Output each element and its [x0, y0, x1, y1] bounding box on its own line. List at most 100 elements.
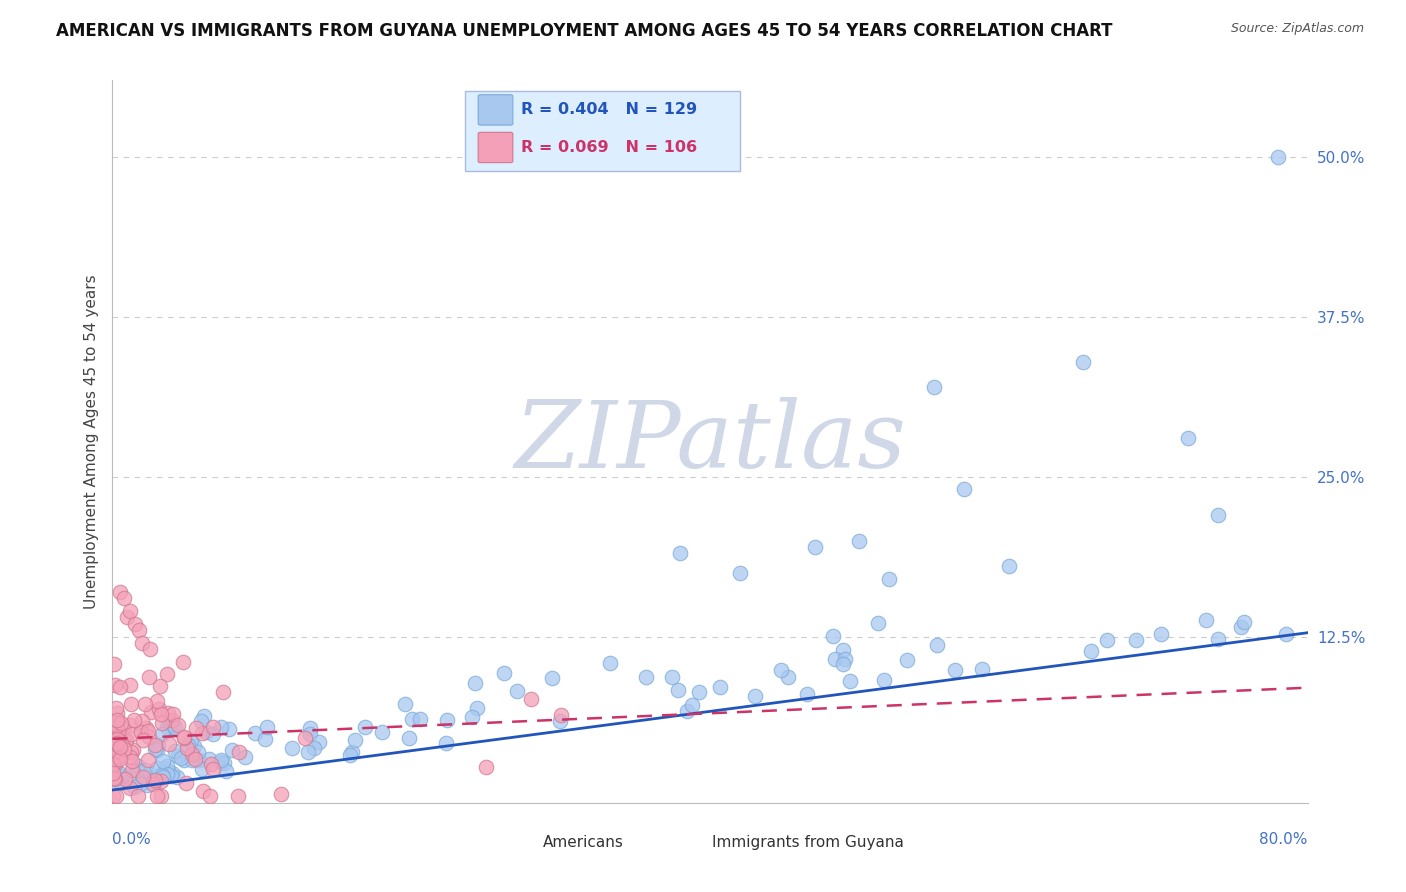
Point [344, 733, 367, 747]
Point [778, 670, 800, 684]
Point [146, 742, 169, 756]
Point [506, 683, 529, 698]
Text: ZIPatlas: ZIPatlas [515, 397, 905, 486]
Point [170, 751, 193, 765]
Point [108, 584, 131, 599]
Point [461, 710, 484, 724]
Text: Immigrants from Guyana: Immigrants from Guyana [713, 835, 904, 850]
Point [1125, 633, 1147, 648]
Point [834, 652, 856, 666]
Point [149, 789, 172, 804]
Point [150, 767, 173, 781]
Point [150, 727, 173, 741]
Point [200, 756, 222, 771]
Point [155, 720, 177, 734]
Point [824, 651, 846, 665]
Point [191, 762, 214, 776]
Point [163, 720, 186, 734]
Point [1150, 626, 1173, 640]
Point [159, 717, 181, 731]
Point [110, 715, 132, 730]
Point [235, 750, 257, 764]
Point [354, 720, 377, 734]
Point [162, 720, 184, 734]
Point [149, 707, 172, 722]
Point [299, 722, 322, 736]
Point [143, 741, 166, 756]
Point [297, 745, 319, 759]
Point [111, 721, 134, 735]
Point [121, 727, 143, 741]
Point [157, 764, 180, 778]
Point [634, 670, 657, 684]
Point [124, 616, 146, 631]
Point [661, 670, 683, 684]
Point [839, 674, 862, 689]
Point [953, 483, 976, 497]
Point [103, 731, 125, 746]
Point [191, 783, 214, 797]
Point [104, 789, 127, 804]
Point [215, 764, 238, 778]
Point [150, 715, 173, 730]
Point [118, 780, 141, 795]
Point [709, 680, 731, 694]
Text: Source: ZipAtlas.com: Source: ZipAtlas.com [1230, 22, 1364, 36]
Point [245, 725, 267, 739]
Point [209, 755, 232, 769]
Point [108, 749, 131, 764]
Text: AMERICAN VS IMMIGRANTS FROM GUYANA UNEMPLOYMENT AMONG AGES 45 TO 54 YEARS CORREL: AMERICAN VS IMMIGRANTS FROM GUYANA UNEMP… [56, 22, 1112, 40]
Point [803, 540, 825, 554]
FancyBboxPatch shape [465, 91, 740, 170]
Point [209, 753, 232, 767]
Point [145, 761, 167, 775]
Point [172, 655, 194, 669]
Point [879, 572, 901, 586]
Point [728, 566, 751, 580]
Point [180, 733, 202, 747]
Point [434, 736, 457, 750]
Point [970, 662, 993, 676]
Point [201, 727, 224, 741]
Point [998, 559, 1021, 574]
Point [149, 680, 172, 694]
Point [146, 738, 169, 752]
Point [675, 704, 697, 718]
Text: Americans: Americans [543, 835, 624, 850]
Point [104, 701, 127, 715]
Point [153, 761, 176, 775]
Point [166, 770, 188, 784]
Point [254, 732, 277, 747]
Point [831, 643, 853, 657]
Point [193, 708, 215, 723]
Point [1080, 644, 1102, 658]
Point [105, 715, 128, 730]
Point [173, 731, 195, 746]
Point [1267, 150, 1289, 164]
Point [212, 684, 235, 698]
Point [146, 693, 169, 707]
Point [108, 751, 131, 765]
Point [122, 743, 145, 757]
Point [398, 731, 420, 745]
Point [117, 610, 139, 624]
Point [105, 731, 128, 746]
Point [1195, 613, 1218, 627]
Point [108, 680, 131, 694]
Point [409, 712, 432, 726]
Text: R = 0.069   N = 106: R = 0.069 N = 106 [522, 140, 697, 155]
Point [136, 724, 159, 739]
Point [401, 712, 423, 726]
Point [122, 713, 145, 727]
Point [872, 673, 894, 687]
Point [105, 736, 128, 750]
Point [201, 762, 224, 776]
Point [340, 745, 363, 759]
Point [103, 766, 125, 780]
Point [114, 732, 136, 747]
Point [135, 778, 157, 792]
Point [187, 753, 209, 767]
Point [173, 730, 195, 744]
FancyBboxPatch shape [669, 830, 707, 854]
Point [128, 623, 150, 637]
